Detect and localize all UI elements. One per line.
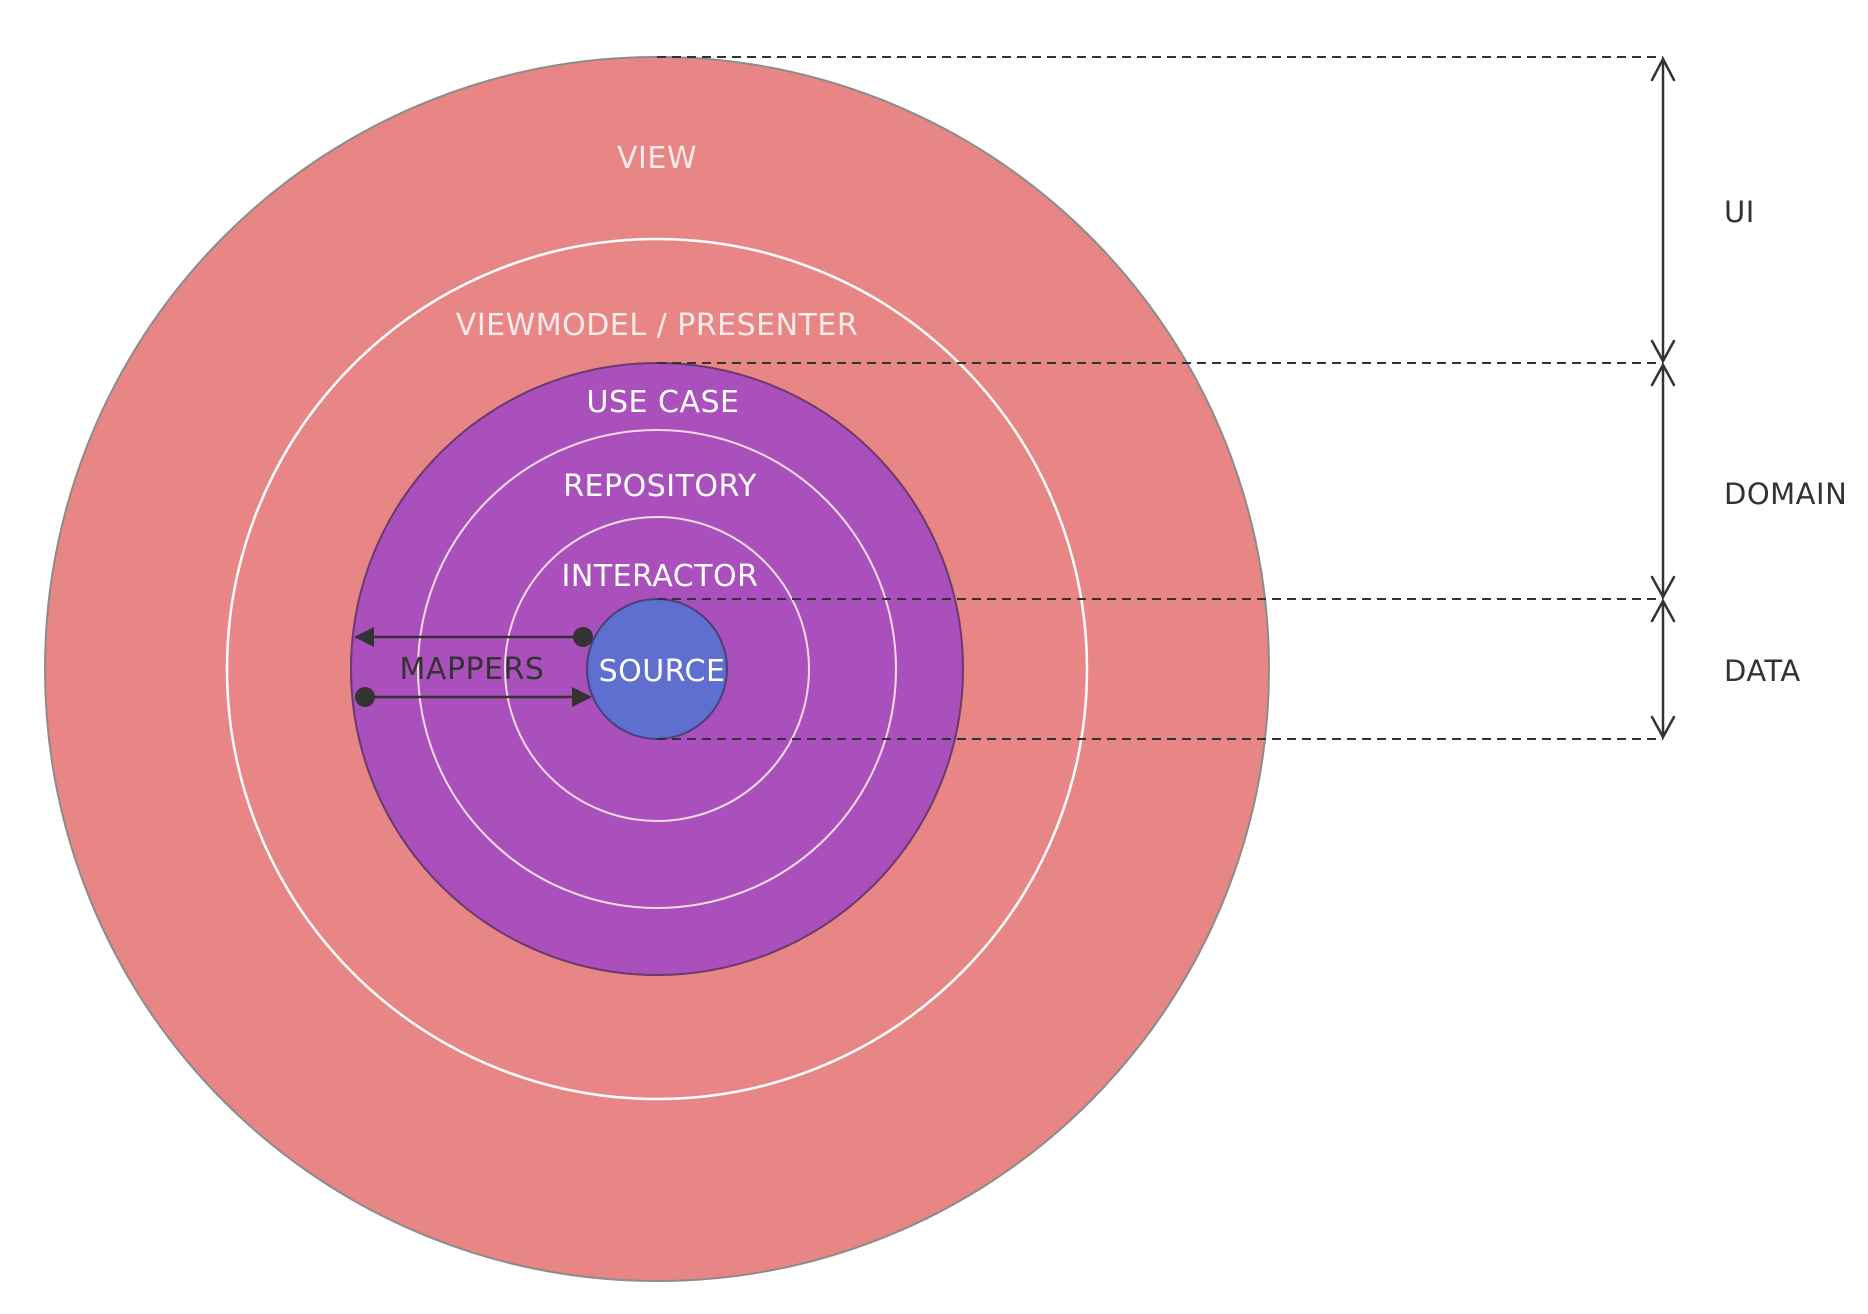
- ui-band-label: UI: [1724, 195, 1755, 229]
- domain-band-label: DOMAIN: [1724, 477, 1847, 511]
- dimension-arrows: [1650, 56, 1676, 740]
- domain-arrow-top: [1650, 362, 1676, 387]
- view-label: VIEW: [617, 141, 697, 176]
- domain-arrow-bottom: [1650, 575, 1676, 600]
- viewmodel-ring: [225, 237, 1089, 1101]
- ui-arrow-bottom: [1650, 339, 1676, 364]
- interactor-label: INTERACTOR: [562, 559, 759, 594]
- data-band-label: DATA: [1724, 654, 1801, 688]
- data-arrow-top: [1650, 598, 1676, 623]
- mappers-label: MAPPERS: [400, 652, 545, 687]
- ui-arrow-top: [1650, 56, 1676, 82]
- mapper-arrow-outward-dot: [573, 627, 593, 647]
- use-case-label: USE CASE: [587, 385, 740, 420]
- repository-label: REPOSITORY: [563, 469, 757, 504]
- data-arrow-bottom: [1650, 715, 1676, 740]
- interactor-ring: [504, 516, 810, 822]
- repository-ring: [417, 429, 897, 909]
- boundary-lines: [657, 56, 1663, 740]
- mappers-arrows: [354, 627, 593, 707]
- source-label: SOURCE: [599, 654, 726, 689]
- mapper-arrow-inward-dot: [355, 687, 375, 707]
- viewmodel-label: VIEWMODEL / PRESENTER: [456, 308, 858, 343]
